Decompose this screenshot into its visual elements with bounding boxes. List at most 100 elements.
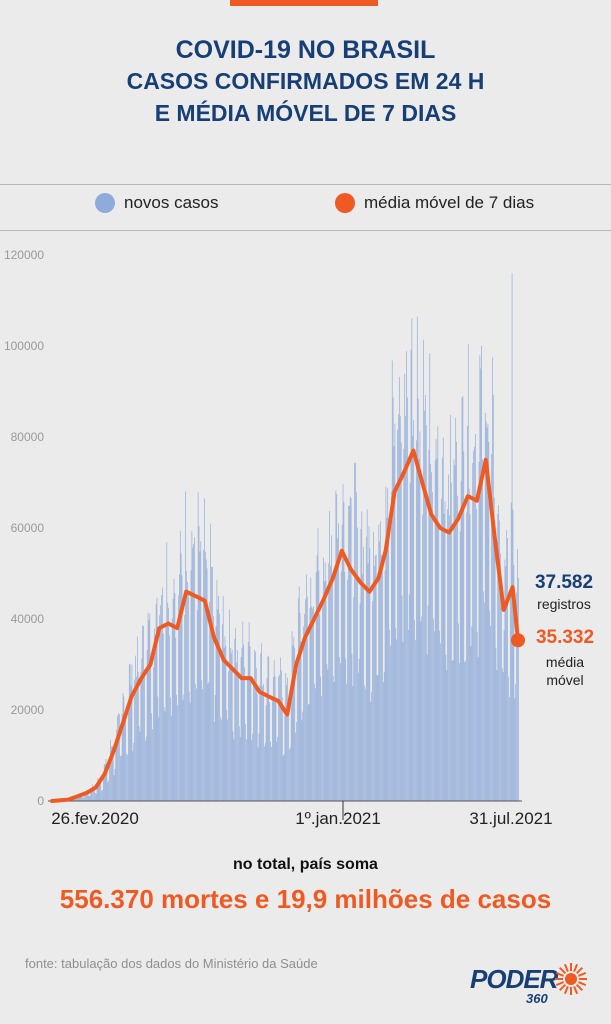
daily-case-bar <box>246 739 247 801</box>
daily-case-bar <box>510 502 512 801</box>
daily-case-bar <box>114 768 116 801</box>
daily-case-bar <box>125 710 127 801</box>
daily-case-bar <box>212 616 214 801</box>
annotation-media-label-2: móvel <box>546 672 584 688</box>
daily-case-bar <box>85 792 87 801</box>
daily-case-bar <box>422 514 423 801</box>
daily-case-bar <box>312 608 313 801</box>
daily-case-bar <box>101 790 102 801</box>
daily-case-bar <box>185 491 186 801</box>
daily-case-bar <box>447 509 449 801</box>
daily-case-bar <box>491 454 492 801</box>
legend-line-swatch-icon <box>335 193 355 213</box>
daily-case-bar <box>464 661 466 801</box>
daily-case-bar <box>390 491 392 801</box>
daily-case-bar <box>516 592 517 801</box>
daily-case-bar <box>515 684 516 801</box>
daily-case-bar <box>265 705 267 801</box>
daily-case-bar <box>236 662 237 801</box>
daily-case-bar <box>353 596 355 801</box>
daily-case-bar <box>344 571 346 801</box>
daily-case-bar <box>139 731 141 801</box>
legend-divider-bottom <box>0 230 611 231</box>
daily-case-bar <box>393 445 395 801</box>
daily-case-bar <box>418 459 420 801</box>
daily-case-bar <box>297 598 299 801</box>
daily-case-bar <box>386 517 388 801</box>
daily-case-bar <box>304 613 305 801</box>
daily-case-bar <box>398 414 399 801</box>
daily-case-bar <box>351 654 353 801</box>
daily-case-bar <box>241 648 243 801</box>
daily-case-bar <box>146 649 148 801</box>
daily-case-bar <box>319 614 321 801</box>
daily-case-bar <box>409 482 411 801</box>
daily-case-bar <box>240 656 242 801</box>
daily-case-bar <box>166 542 168 801</box>
daily-case-bar <box>264 743 266 801</box>
daily-case-bar <box>117 715 118 801</box>
daily-case-bar <box>446 670 448 801</box>
sun-ray <box>575 983 584 992</box>
daily-case-bar <box>498 505 499 801</box>
daily-case-bar <box>340 571 342 801</box>
daily-case-bar <box>423 339 424 801</box>
daily-case-bar <box>135 655 136 801</box>
daily-case-bar <box>162 633 164 801</box>
poder360-logo: PODER 360 <box>470 963 587 1006</box>
sun-ray <box>575 966 584 975</box>
sun-ray <box>563 986 569 995</box>
daily-case-bar <box>285 673 287 801</box>
daily-case-bar <box>213 722 215 801</box>
daily-case-bar <box>270 741 271 801</box>
y-tick-label: 120000 <box>4 248 44 262</box>
daily-case-bar <box>492 394 494 801</box>
daily-case-bar <box>329 511 330 801</box>
daily-case-bar <box>406 351 407 801</box>
daily-case-bar <box>449 515 450 801</box>
daily-case-bar <box>170 715 172 801</box>
daily-case-bar <box>475 433 476 801</box>
daily-case-bar <box>292 645 294 801</box>
daily-case-bar <box>310 577 312 801</box>
daily-case-bar <box>509 697 510 801</box>
daily-case-bar <box>102 775 104 801</box>
daily-case-bar <box>121 713 123 801</box>
daily-case-bar <box>179 530 181 801</box>
daily-case-bar <box>154 635 156 801</box>
daily-case-bar <box>145 736 147 801</box>
daily-case-bar <box>273 659 275 801</box>
moving-average-end-dot <box>511 633 525 648</box>
daily-case-bar <box>488 441 490 801</box>
daily-case-bar <box>118 713 119 801</box>
daily-case-bar <box>512 509 514 801</box>
daily-case-bar <box>494 536 496 801</box>
daily-case-bar <box>334 576 336 801</box>
daily-case-bar <box>345 658 347 801</box>
daily-case-bar <box>225 645 227 801</box>
daily-case-bar <box>332 676 334 801</box>
daily-case-bar <box>427 605 429 801</box>
daily-case-bar <box>158 717 160 801</box>
daily-case-bar <box>102 789 103 801</box>
daily-case-bar <box>352 686 354 801</box>
legend-item-bars: novos casos <box>95 193 219 213</box>
daily-case-bar <box>116 729 118 801</box>
annotation-registros: 37.582 registros <box>528 572 600 612</box>
daily-case-bar <box>96 783 98 801</box>
daily-case-bar <box>280 657 281 801</box>
daily-case-bar <box>232 731 234 801</box>
daily-case-bar <box>212 566 213 801</box>
daily-case-bar <box>79 794 81 801</box>
daily-case-bar <box>441 498 442 801</box>
daily-case-bar <box>328 563 330 801</box>
daily-case-bar <box>86 789 88 801</box>
daily-case-bar <box>277 736 279 801</box>
daily-case-bar <box>450 414 451 801</box>
daily-case-bar <box>276 741 278 801</box>
daily-case-bar <box>98 781 100 801</box>
daily-case-bar <box>287 677 288 801</box>
daily-case-bar <box>214 695 216 801</box>
daily-case-bar <box>495 647 497 801</box>
daily-case-bar <box>298 586 300 801</box>
